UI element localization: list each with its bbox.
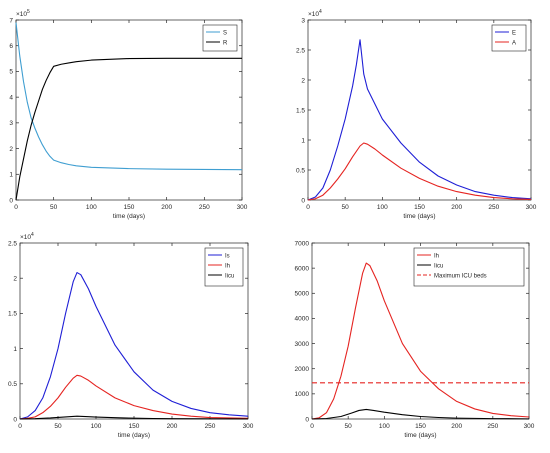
legend-label: Maximum ICU beds — [434, 273, 487, 279]
x-axis-label: time (days) — [404, 432, 436, 439]
y-tick-label: 6000 — [295, 265, 310, 272]
y-tick-label: 7000 — [295, 240, 310, 247]
y-tick-label: 0 — [13, 416, 17, 423]
series-line-is — [19, 272, 249, 420]
y-exponent-label: ×105 — [16, 9, 30, 18]
x-tick-label: 200 — [167, 423, 178, 430]
y-tick-label: 2.5 — [8, 240, 17, 247]
x-tick-label: 50 — [54, 423, 62, 430]
series-line-a — [307, 142, 532, 201]
y-tick-label: 0 — [305, 416, 309, 423]
series-line-e — [307, 39, 532, 201]
series-line-r — [15, 57, 242, 201]
legend-label: Ih — [225, 263, 230, 269]
x-tick-label: 250 — [487, 423, 498, 430]
y-tick-label: 3000 — [295, 341, 310, 348]
y-tick-label: 4000 — [295, 316, 310, 323]
x-tick-label: 200 — [451, 423, 462, 430]
legend-label: Is — [225, 253, 230, 259]
x-tick-label: 100 — [377, 204, 388, 211]
x-tick-label: 0 — [14, 204, 18, 211]
legend-label: Ih — [434, 253, 439, 259]
x-tick-label: 250 — [205, 423, 216, 430]
y-tick-label: 2.5 — [296, 47, 305, 54]
y-tick-label: 1 — [301, 137, 305, 144]
legend-box — [204, 247, 244, 287]
x-tick-label: 300 — [524, 423, 535, 430]
series-line-iicu — [19, 415, 249, 420]
x-tick-label: 200 — [451, 204, 462, 211]
y-exponent-label: ×104 — [20, 232, 34, 241]
y-tick-label: 7 — [9, 17, 13, 24]
y-tick-label: 0.5 — [296, 167, 305, 174]
x-tick-label: 100 — [379, 423, 390, 430]
x-tick-label: 100 — [86, 204, 97, 211]
x-tick-label: 0 — [306, 204, 310, 211]
y-tick-label: 5 — [9, 69, 13, 76]
y-tick-label: 1.5 — [8, 311, 17, 318]
legend-label: S — [223, 30, 227, 36]
y-tick-label: 3 — [9, 120, 13, 127]
y-exponent-power: 5 — [27, 9, 30, 15]
legend-box — [491, 24, 527, 52]
y-exponent-power: 4 — [319, 9, 322, 15]
series-line-ih — [19, 374, 249, 420]
y-tick-label: 1.5 — [296, 107, 305, 114]
y-tick-label: 2 — [9, 146, 13, 153]
y-exponent-label: ×104 — [308, 9, 322, 18]
x-tick-label: 300 — [526, 204, 537, 211]
x-tick-label: 250 — [488, 204, 499, 211]
y-tick-label: 2 — [301, 77, 305, 84]
series-line-iicu — [311, 408, 530, 420]
series-line-ih — [311, 262, 530, 420]
y-tick-label: 0.5 — [8, 381, 17, 388]
y-tick-label: 0 — [301, 197, 305, 204]
x-axis-label: time (days) — [113, 213, 145, 220]
legend-box — [413, 247, 525, 287]
chart-panel-1: 0 50 100 150 200 250 300 0 1 2 3 4 5 6 7×105 time (days… — [9, 9, 247, 220]
y-tick-label: 4 — [9, 94, 13, 101]
x-tick-label: 150 — [124, 204, 135, 211]
x-tick-label: 100 — [91, 423, 102, 430]
y-tick-label: 6 — [9, 43, 13, 50]
legend-label: R — [223, 40, 228, 46]
x-tick-label: 150 — [415, 423, 426, 430]
x-tick-label: 150 — [129, 423, 140, 430]
legend-label: A — [512, 40, 516, 46]
chart-panel-4: 0 50 100 150 200 250 3000100020003000400050006… — [295, 240, 535, 439]
x-tick-label: 150 — [414, 204, 425, 211]
x-tick-label: 200 — [161, 204, 172, 211]
y-tick-label: 2 — [13, 276, 17, 283]
x-tick-label: 0 — [310, 423, 314, 430]
chart-panel-3: 0 50 100 150 200 250 300 0 0.5 1 1.5 2 2.5×104 time (… — [8, 232, 254, 439]
y-tick-label: 5000 — [295, 291, 310, 298]
x-tick-label: 50 — [50, 204, 58, 211]
x-tick-label: 300 — [243, 423, 254, 430]
y-tick-label: 1 — [13, 346, 17, 353]
x-tick-label: 0 — [18, 423, 22, 430]
x-axis-label: time (days) — [118, 432, 150, 439]
legend-label: E — [512, 30, 516, 36]
x-axis-label: time (days) — [403, 213, 435, 220]
y-exponent-power: 4 — [31, 232, 34, 238]
chart-panel-2: 0 50 100 150 200 250 300 0 0.5 1 1.5 2 2.5 3×104 time … — [296, 9, 537, 220]
x-tick-label: 50 — [342, 204, 350, 211]
y-tick-label: 2000 — [295, 366, 310, 373]
legend-box — [202, 24, 238, 52]
x-tick-label: 50 — [345, 423, 353, 430]
y-tick-label: 1 — [9, 172, 13, 179]
y-tick-label: 3 — [301, 17, 305, 24]
y-tick-label: 0 — [9, 197, 13, 204]
legend-label: Iicu — [434, 263, 443, 269]
y-tick-label: 1000 — [295, 391, 310, 398]
x-tick-label: 250 — [199, 204, 210, 211]
series-line-s — [15, 22, 243, 171]
x-tick-label: 300 — [237, 204, 248, 211]
legend-label: Iicu — [225, 273, 234, 279]
